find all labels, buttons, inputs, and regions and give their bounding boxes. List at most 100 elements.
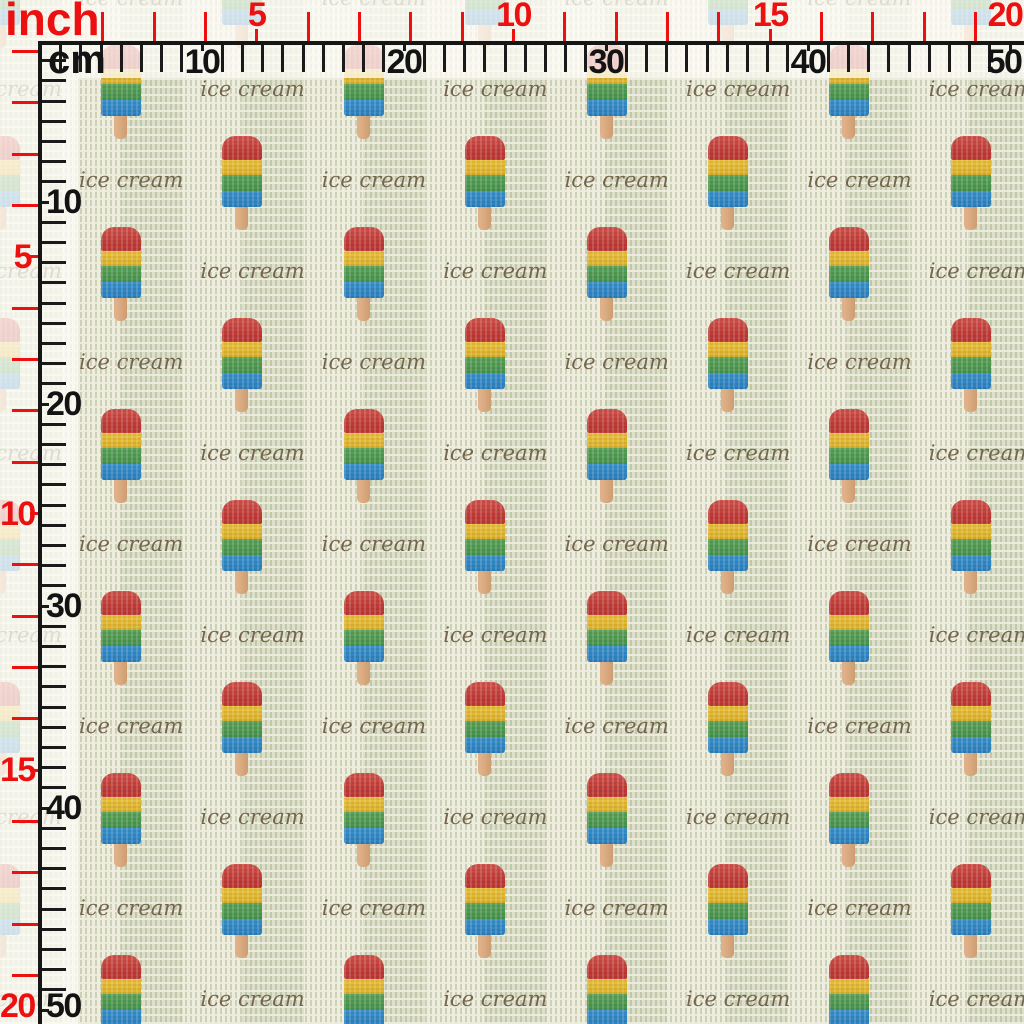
top-cm-tick [321,45,325,72]
left-cm-tick [42,624,66,628]
top-cm-tick [947,45,951,72]
popsicle-red-band [222,136,263,165]
popsicle-blue-band [101,464,141,480]
top-cm-tick [240,45,244,72]
top-cm-tick [584,45,588,72]
popsicle-yellow-band [950,342,991,357]
top-inch-number: 20 [987,0,1024,34]
popsicle-texture [465,500,506,571]
popsicle-texture [343,227,384,298]
popsicle-stick [478,571,492,594]
popsicle-icon [708,864,748,958]
popsicle-stick [114,298,127,321]
left-cm-tick [42,463,66,467]
popsicle-icon [222,500,263,594]
popsicle-green-band [222,721,263,737]
popsicle-blue-band [829,646,870,662]
left-cm-tick [42,160,66,164]
pattern-text: ice cream [443,259,548,283]
popsicle-green-band [343,630,384,646]
top-inch-tick [460,12,464,41]
popsicle-blue-band [222,737,263,753]
popsicle-stick [235,935,249,958]
popsicle-green-band [829,630,870,646]
popsicle-icon [586,591,627,685]
left-inch-tick [12,409,39,413]
left-inch-tick [12,820,39,824]
left-inch-tick [30,768,39,772]
pattern-text: ice cream [928,805,1024,829]
top-cm-tick [846,45,850,72]
popsicle-stick [356,844,370,867]
popsicle-yellow-band [829,251,870,266]
popsicle-red-band [343,591,384,620]
popsicle-yellow-band [465,160,506,175]
popsicle-blue-band [465,373,506,389]
pattern-text: ice cream [928,259,1024,283]
popsicle-stick [114,844,127,867]
popsicle-icon [586,773,627,867]
popsicle-texture [829,227,870,298]
top-cm-tick [341,45,345,72]
popsicle-texture [586,591,627,662]
left-inch-number: 5 [13,237,33,276]
popsicle-blue-band [101,828,141,844]
top-cm-tick [644,45,648,72]
popsicle-icon [586,227,627,321]
left-cm-tick [42,99,66,103]
top-cm-tick [99,45,103,72]
left-cm-tick [42,200,49,204]
popsicle-yellow-band [708,342,748,357]
pattern-text: ice cream [79,896,184,920]
popsicle-blue-band [708,555,748,571]
popsicle-texture [101,773,141,844]
cm-unit-label: cm [48,38,106,82]
popsicle-green-band [950,539,991,555]
pattern-text: ice cream [321,896,427,920]
popsicle-yellow-band [708,160,748,175]
pattern-text: ice cream [443,987,548,1011]
popsicle-stick [963,571,977,594]
pattern-text: ice cream [79,714,184,738]
popsicle-blue-band [829,1010,870,1024]
popsicle-texture [708,318,748,389]
left-cm-tick [42,402,49,406]
popsicle-green-band [343,812,384,828]
popsicle-icon [950,864,991,958]
popsicle-icon [222,864,263,958]
popsicle-texture [950,318,991,389]
popsicle-blue-band [829,828,870,844]
popsicle-texture [950,500,991,571]
popsicle-green-band [222,539,263,555]
pattern-text: ice cream [443,77,548,101]
pattern-text: ice cream [564,896,669,920]
popsicle-stick [235,389,249,412]
left-inch-tick [12,974,39,978]
popsicle-texture [708,864,748,935]
top-inch-tick [203,12,207,41]
popsicle-stick [599,662,613,685]
popsicle-yellow-band [101,615,141,630]
left-cm-tick [42,180,66,184]
popsicle-icon [101,773,141,867]
top-cm-tick [463,45,467,72]
top-cm-tick [59,45,63,72]
left-cm-tick [42,422,66,426]
left-cm-tick [42,483,66,487]
popsicle-yellow-band [343,615,384,630]
popsicle-blue-band [465,737,506,753]
popsicle-yellow-band [101,979,141,994]
popsicle-yellow-band [950,524,991,539]
popsicle-green-band [586,448,627,464]
popsicle-stick [114,116,127,139]
popsicle-stick [478,753,492,776]
pattern-text: ice cream [686,259,791,283]
popsicle-blue-band [101,1010,141,1024]
popsicle-green-band [950,721,991,737]
popsicle-green-band [101,994,141,1010]
popsicle-blue-band [708,373,748,389]
popsicle-red-band [465,318,506,347]
popsicle-blue-band [950,737,991,753]
pattern-text: ice cream [807,350,912,374]
popsicle-icon [343,591,384,685]
